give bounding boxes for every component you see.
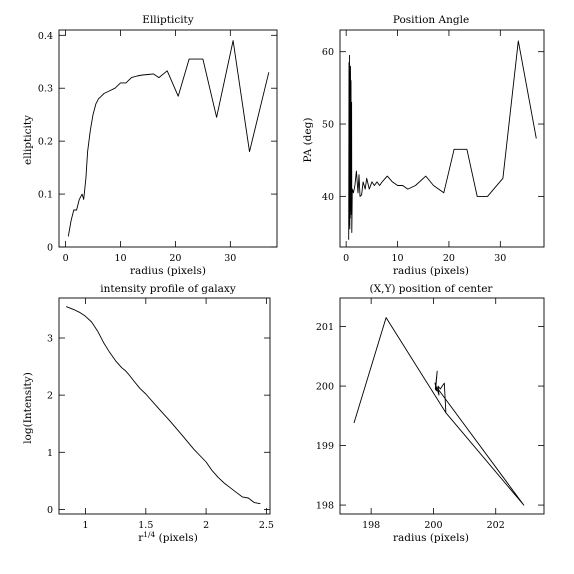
- center-position-title: (X,Y) position of center: [370, 283, 494, 295]
- ellipticity-xtick-label: 20: [169, 253, 181, 264]
- position-angle-series-line: [348, 40, 537, 240]
- intensity-profile-series-line: [66, 306, 261, 505]
- intensity-profile-ytick-label: 1: [47, 448, 53, 459]
- position-angle-ytick-label: 40: [322, 192, 334, 203]
- center-position-series-line: [353, 317, 525, 506]
- intensity-profile-ytick-label: 3: [47, 334, 53, 345]
- ellipticity-ytick-label: 0: [47, 243, 53, 254]
- ellipticity-xtick-label: 10: [114, 253, 126, 264]
- position-angle-ytick-label: 50: [322, 120, 334, 131]
- position-angle-plot-frame: [339, 29, 545, 248]
- center-position-xtick-label: 202: [487, 520, 505, 531]
- center-position-xtick-label: 200: [424, 520, 442, 531]
- center-position-plot-frame: [339, 297, 545, 515]
- ellipticity-ylabel: ellipticity: [22, 115, 34, 165]
- ellipticity-panel: Ellipticity radius (pixels) ellipticity …: [22, 14, 278, 277]
- ellipticity-plot-frame: [58, 29, 278, 248]
- position-angle-title: Position Angle: [393, 14, 469, 26]
- position-angle-xtick-label: 10: [392, 253, 404, 264]
- ellipticity-xlabel: radius (pixels): [130, 265, 206, 277]
- ellipticity-xtick-label: 30: [224, 253, 236, 264]
- intensity-profile-title: intensity profile of galaxy: [100, 283, 236, 295]
- ellipticity-ytick-label: 0.4: [38, 31, 53, 42]
- center-position-ytick-label: 199: [316, 441, 334, 452]
- center-position-ytick-label: 201: [316, 322, 334, 333]
- position-angle-xtick-label: 20: [443, 253, 455, 264]
- center-position-ytick-label: 198: [316, 501, 334, 512]
- intensity-profile-xtick-label: 2.5: [259, 520, 274, 531]
- ellipticity-ytick-label: 0.1: [38, 190, 53, 201]
- ellipticity-ytick-label: 0.2: [38, 137, 53, 148]
- position-angle-ytick-label: 60: [322, 47, 334, 58]
- intensity-profile-ytick-label: 0: [47, 505, 53, 516]
- intensity-profile-xtick-label: 1: [83, 520, 89, 531]
- intensity-profile-plot-frame: [58, 297, 271, 515]
- intensity-profile-xtick-label: 2: [203, 520, 209, 531]
- intensity-profile-ylabel: log(Intensity): [22, 372, 34, 444]
- center-position-panel: (X,Y) position of center radius (pixels)…: [316, 283, 545, 544]
- position-angle-xtick-label: 30: [494, 253, 506, 264]
- intensity-profile-panel: intensity profile of galaxy r1/4 (pixels…: [22, 283, 274, 544]
- intensity-profile-ytick-label: 2: [47, 391, 53, 402]
- ellipticity-series-line: [67, 40, 270, 237]
- center-position-ytick-label: 200: [316, 382, 334, 393]
- position-angle-ylabel: PA (deg): [302, 118, 314, 163]
- ellipticity-title: Ellipticity: [142, 14, 193, 26]
- ellipticity-ytick-label: 0.3: [38, 84, 53, 95]
- intensity-profile-xlabel: r1/4 (pixels): [138, 530, 198, 544]
- position-angle-xtick-label: 0: [343, 253, 349, 264]
- center-position-xtick-label: 198: [362, 520, 380, 531]
- ellipticity-xtick-label: 0: [63, 253, 69, 264]
- intensity-profile-xtick-label: 1.5: [138, 520, 153, 531]
- center-position-xlabel: radius (pixels): [393, 532, 469, 544]
- position-angle-panel: Position Angle radius (pixels) PA (deg) …: [302, 14, 545, 277]
- position-angle-xlabel: radius (pixels): [393, 265, 469, 277]
